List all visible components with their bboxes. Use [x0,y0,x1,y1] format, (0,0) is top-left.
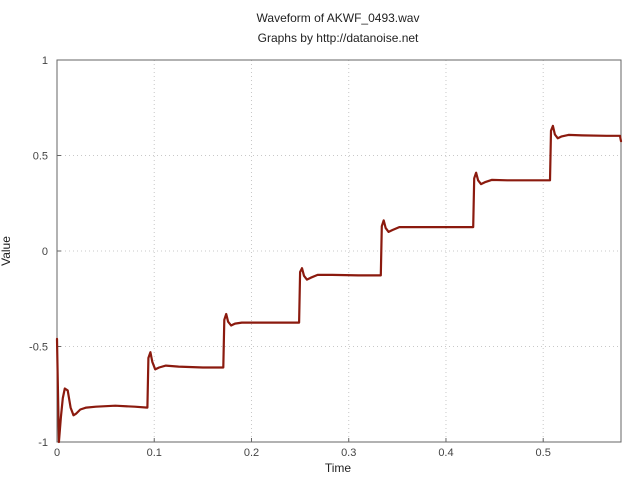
y-tick-label: 1 [42,55,48,67]
y-tick-label: 0.5 [33,151,48,163]
y-tick-label: 0 [42,246,48,258]
x-tick-label: 0.5 [536,447,551,459]
y-axis-label: Value [0,236,13,266]
chart-subtitle: Graphs by http://datanoise.net [258,31,419,45]
series-layer [55,124,623,444]
waveform-line [55,124,623,444]
chart-title: Waveform of AKWF_0493.wav [257,11,420,25]
y-tick-label: -1 [38,437,48,449]
x-tick-label: 0.3 [341,447,356,459]
x-axis-label: Time [325,461,352,475]
axis-ticks: 0 0.1 0.2 0.3 0.4 0.5 -1 -0.5 0 0.5 1 [29,55,551,459]
x-tick-label: 0.1 [147,447,162,459]
y-tick-label: -0.5 [29,342,48,354]
x-tick-label: 0 [54,447,60,459]
x-tick-label: 0.4 [438,447,453,459]
x-tick-label: 0.2 [244,447,259,459]
grid-lines [56,59,621,443]
